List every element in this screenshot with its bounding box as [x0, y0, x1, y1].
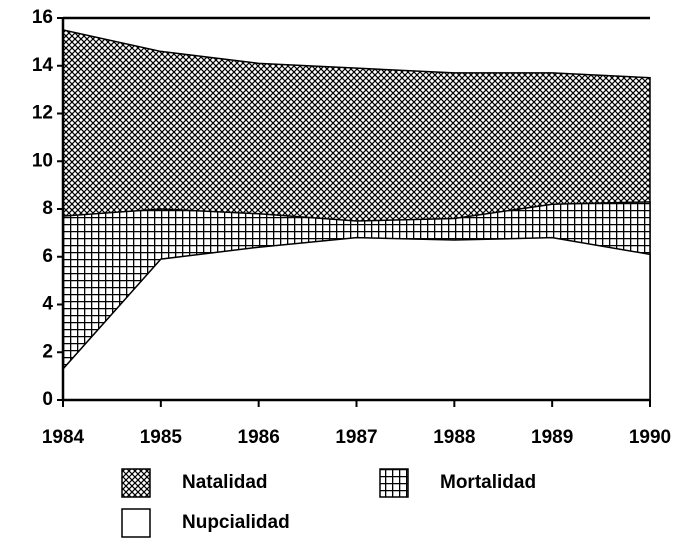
y-tick-label: 14: [32, 55, 54, 76]
legend-swatch: [379, 468, 409, 498]
legend-swatch: [121, 468, 151, 498]
x-tick-label: 1988: [433, 427, 475, 448]
y-tick-label: 16: [32, 7, 53, 28]
x-tick-label: 1989: [531, 427, 573, 448]
y-tick-label: 2: [42, 341, 53, 362]
y-tick-label: 12: [32, 103, 53, 124]
y-tick-label: 8: [42, 198, 53, 219]
legend-label: Natalidad: [182, 472, 268, 493]
y-tick-label: 4: [42, 294, 53, 315]
x-tick-label: 1987: [335, 427, 377, 448]
legend-swatch: [121, 508, 151, 538]
y-tick-label: 6: [42, 246, 53, 267]
x-tick-label: 1986: [238, 427, 280, 448]
area: [62, 236, 651, 401]
y-tick-label: 10: [32, 150, 53, 171]
x-tick-label: 1990: [629, 427, 671, 448]
x-tick-label: 1984: [42, 427, 85, 448]
legend-label: Nupcialidad: [182, 512, 290, 533]
x-tick-label: 1985: [140, 427, 183, 448]
legend-label: Mortalidad: [440, 472, 536, 493]
y-tick-label: 0: [42, 389, 53, 410]
